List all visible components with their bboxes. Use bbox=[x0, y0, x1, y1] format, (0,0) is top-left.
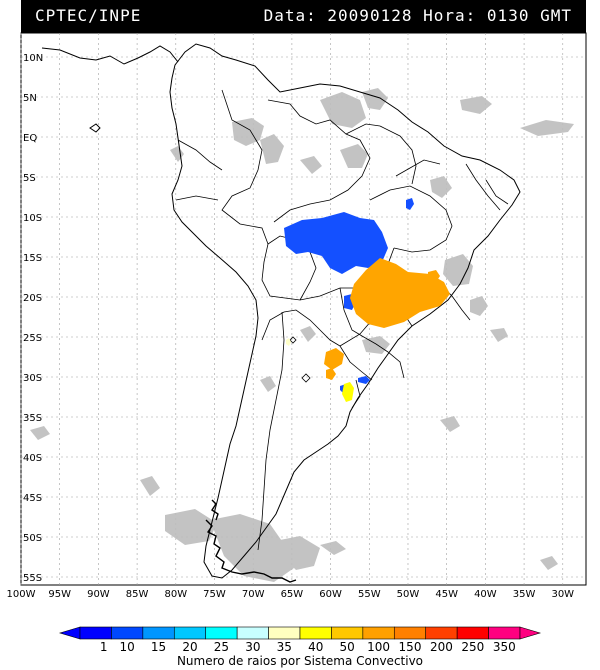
lon-label: 85W bbox=[126, 589, 149, 600]
colorbar-segment bbox=[79, 626, 112, 640]
lat-label: 55S bbox=[23, 573, 42, 584]
colorbar-tick-label: 150 bbox=[399, 640, 422, 654]
lon-label: 90W bbox=[87, 589, 110, 600]
lon-label: 50W bbox=[397, 589, 420, 600]
lon-label: 95W bbox=[48, 589, 71, 600]
lon-label: 55W bbox=[358, 589, 381, 600]
lat-label: EQ bbox=[23, 133, 37, 144]
colorbar-tick-label: 1 bbox=[100, 640, 108, 654]
lat-label: 5N bbox=[23, 93, 37, 104]
lat-label: 5S bbox=[23, 173, 36, 184]
lon-label: 75W bbox=[203, 589, 226, 600]
lat-label: 30S bbox=[23, 373, 42, 384]
lon-label: 60W bbox=[319, 589, 342, 600]
colorbar-tick-label: 40 bbox=[308, 640, 323, 654]
datetime-label: Data: 20090128 Hora: 0130 GMT bbox=[264, 6, 572, 25]
colorbar-arrow-right bbox=[519, 626, 542, 640]
colorbar-segment bbox=[142, 626, 175, 640]
lon-label: 80W bbox=[164, 589, 187, 600]
lat-label: 10N bbox=[23, 53, 43, 64]
colorbar-tick-label: 20 bbox=[182, 640, 197, 654]
colorbar-segment bbox=[111, 626, 144, 640]
map-frame bbox=[20, 32, 587, 586]
country-borders bbox=[175, 89, 509, 551]
lon-label: 100W bbox=[7, 589, 36, 600]
lakes bbox=[289, 336, 311, 383]
coastlines bbox=[41, 43, 521, 579]
lat-label: 35S bbox=[23, 413, 42, 424]
colorbar-segment bbox=[268, 626, 301, 640]
lat-label: 10S bbox=[23, 213, 42, 224]
lat-label: 25S bbox=[23, 333, 42, 344]
hour-label: Hora: bbox=[423, 6, 477, 25]
colorbar-segment bbox=[456, 626, 489, 640]
lightning-yellow bbox=[286, 338, 354, 402]
date-value: 20090128 bbox=[327, 6, 413, 25]
colorbar-tick-label: 30 bbox=[245, 640, 260, 654]
lat-label: 20S bbox=[23, 293, 42, 304]
colorbar-segment bbox=[362, 626, 395, 640]
header-bar: CPTEC/INPE Data: 20090128 Hora: 0130 GMT bbox=[21, 0, 586, 33]
colorbar-tick-label: 250 bbox=[461, 640, 484, 654]
lon-label: 45W bbox=[435, 589, 458, 600]
colorbar-segment bbox=[331, 626, 364, 640]
colorbar-tick-label: 50 bbox=[340, 640, 355, 654]
colorbar-tick-label: 10 bbox=[120, 640, 135, 654]
colorbar-tick-label: 15 bbox=[151, 640, 166, 654]
colorbar-segment bbox=[299, 626, 332, 640]
longitude-labels: 100W 95W 90W 85W 80W 75W 70W 65W 60W 55W 50W 45W 40W… bbox=[7, 589, 575, 600]
colorbar-tick-label: 25 bbox=[214, 640, 229, 654]
timezone-label: GMT bbox=[540, 6, 572, 25]
hour-value: 0130 bbox=[486, 6, 530, 25]
lat-label: 45S bbox=[23, 493, 42, 504]
colorbar-tick-label: 200 bbox=[430, 640, 453, 654]
colorbar-title: Numero de raios por Sistema Convectivo bbox=[177, 654, 423, 668]
lat-label: 50S bbox=[23, 533, 42, 544]
colorbar-tick-label: 35 bbox=[277, 640, 292, 654]
lon-label: 40W bbox=[474, 589, 497, 600]
colorbar-segment bbox=[173, 626, 207, 640]
colorbar-segment bbox=[488, 626, 521, 640]
colorbar-tick-label: 100 bbox=[367, 640, 390, 654]
lat-label: 15S bbox=[23, 253, 42, 264]
colorbar-segment bbox=[236, 626, 269, 640]
source-label: CPTEC/INPE bbox=[35, 6, 142, 25]
date-label: Data: bbox=[263, 6, 317, 25]
colorbar-segment bbox=[425, 626, 458, 640]
colorbar-labels: 1 10 15 20 25 30 35 40 50 100 150 200 250 350 bbox=[100, 640, 516, 654]
lon-label: 70W bbox=[242, 589, 265, 600]
colorbar bbox=[58, 626, 542, 640]
latitude-labels: 10N 5N EQ 5S 10S 15S 20S 25S 30S 35S 40S 45S 50S 55S bbox=[23, 53, 43, 584]
patagonia-coast bbox=[205, 499, 297, 583]
lon-label: 30W bbox=[551, 589, 574, 600]
lat-label: 40S bbox=[23, 453, 42, 464]
lightning-orange bbox=[324, 258, 450, 380]
colorbar-tick-label: 350 bbox=[493, 640, 516, 654]
lon-label: 35W bbox=[513, 589, 536, 600]
colorbar-arrow-left bbox=[58, 626, 81, 640]
cloud-cover bbox=[30, 88, 574, 582]
colorbar-segment bbox=[205, 626, 238, 640]
colorbar-segment bbox=[393, 626, 427, 640]
graticule bbox=[20, 33, 586, 585]
lon-label: 65W bbox=[281, 589, 304, 600]
